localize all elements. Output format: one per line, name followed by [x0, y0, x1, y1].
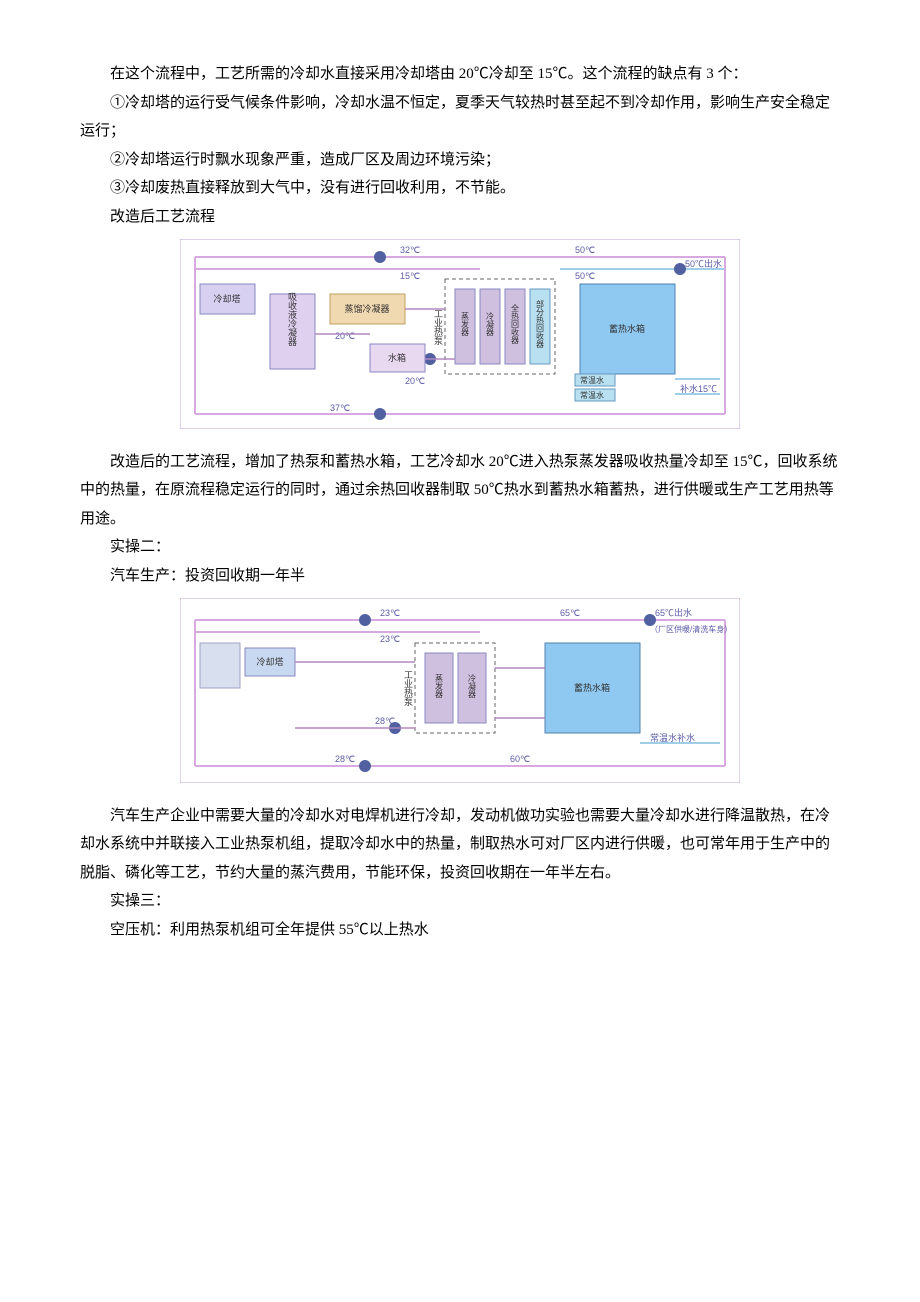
d2-makeup: 常温水补水	[650, 732, 695, 743]
mid-p2: 实操二：	[80, 533, 840, 562]
d1-amb1: 常温水	[580, 375, 604, 385]
d1-makeup: 补水15℃	[680, 383, 717, 394]
d1-t4: 20℃	[405, 376, 425, 386]
d1-t8: 50℃出水	[685, 258, 722, 269]
diagram-1: 冷却塔 吸收液冷凝器 蒸馏冷凝器 水箱 工业热泵 蒸发器 冷凝器 全热回收器 部…	[180, 239, 840, 440]
d2-pump-label: 工业热泵	[403, 670, 413, 706]
tail-p3: 空压机：利用热泵机组可全年提供 55℃以上热水	[80, 916, 840, 945]
intro-p4: ③冷却废热直接释放到大气中，没有进行回收利用，不节能。	[80, 174, 840, 203]
d1-evap-label: 蒸发器	[461, 311, 470, 337]
tail-p1: 汽车生产企业中需要大量的冷却水对电焊机进行冷却，发动机做功实验也需要大量冷却水进…	[80, 802, 840, 888]
d1-cond-label: 冷凝器	[486, 311, 495, 337]
d1-amb2: 常温水	[580, 390, 604, 400]
d2-t3: 28℃	[375, 716, 395, 726]
d2-outnote: （厂区供暖/清洗车身）	[650, 624, 732, 634]
intro-p1: 在这个流程中，工艺所需的冷却水直接采用冷却塔由 20℃冷却至 15℃。这个流程的…	[80, 60, 840, 89]
d1-partrec-label: 部分热回收器	[536, 299, 545, 349]
d2-t6: 60℃	[510, 754, 530, 764]
tail-p2: 实操三：	[80, 887, 840, 916]
intro-p5: 改造后工艺流程	[80, 203, 840, 232]
d2-t1: 23℃	[380, 608, 400, 618]
d1-t1: 32℃	[400, 245, 420, 255]
d2-t7: 65℃出水	[655, 607, 692, 618]
d1-pump-label: 工业热泵	[433, 309, 443, 345]
d1-fullrec-label: 全热回收器	[511, 303, 520, 345]
d2-t5: 65℃	[560, 608, 580, 618]
mid-p3: 汽车生产：投资回收期一年半	[80, 562, 840, 591]
d2-evap-label: 蒸发器	[435, 673, 444, 699]
d1-t2: 15℃	[400, 271, 420, 281]
d2-t4: 28℃	[335, 754, 355, 764]
d1-t6: 50℃	[575, 245, 595, 255]
d1-tower-label: 冷却塔	[213, 293, 240, 304]
d2-tower-label: 冷却塔	[256, 656, 283, 667]
d2-t2: 23℃	[380, 634, 400, 644]
d1-tank-label: 水箱	[388, 352, 406, 363]
diagram-2: 冷却塔 工业热泵 蒸发器 冷凝器 蓄热水箱 23℃ 23℃ 28℃ 28℃ 65…	[180, 598, 840, 794]
d1-t3: 20℃	[335, 331, 355, 341]
d2-hottank-label: 蓄热水箱	[574, 682, 610, 693]
d1-condenser-label: 蒸馏冷凝器	[344, 303, 389, 314]
d1-t5: 37℃	[330, 403, 350, 413]
intro-p2: ①冷却塔的运行受气候条件影响，冷却水温不恒定，夏季天气较热时甚至起不到冷却作用，…	[80, 89, 840, 146]
d2-cond-label: 冷凝器	[468, 673, 477, 699]
d1-t7: 50℃	[575, 271, 595, 281]
d1-hottank-label: 蓄热水箱	[609, 323, 645, 334]
d1-absorber-label: 吸收液冷凝器	[287, 292, 297, 346]
mid-p1: 改造后的工艺流程，增加了热泵和蓄热水箱，工艺冷却水 20℃进入热泵蒸发器吸收热量…	[80, 448, 840, 534]
intro-p3: ②冷却塔运行时飘水现象严重，造成厂区及周边环境污染；	[80, 146, 840, 175]
